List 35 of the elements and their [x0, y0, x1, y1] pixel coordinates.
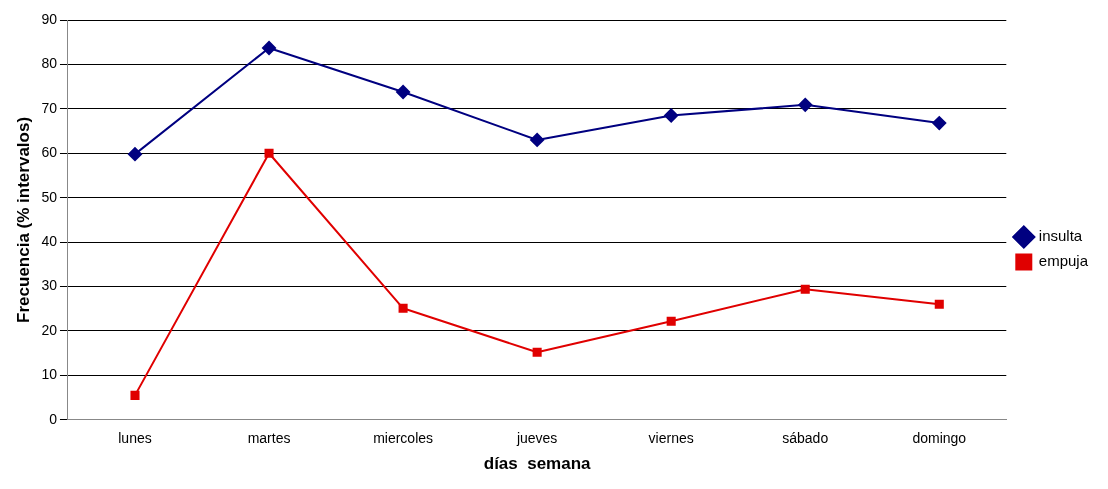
x-tick-label: martes	[247, 430, 291, 447]
x-tick-label: viernes	[648, 430, 694, 447]
y-tick-label: 0	[49, 410, 58, 427]
point	[264, 148, 274, 158]
point	[932, 116, 947, 131]
legend-label: insulta	[1038, 227, 1083, 245]
y-tick-label: 20	[41, 321, 58, 338]
y-tick-label: 40	[41, 232, 58, 249]
x-axis-title: días semana	[483, 454, 592, 474]
point	[396, 84, 411, 99]
point	[398, 303, 408, 313]
point	[798, 97, 813, 112]
y-tick-label: 60	[41, 144, 58, 161]
x-tick-label: domingo	[912, 430, 967, 447]
point	[130, 390, 140, 400]
point	[532, 347, 542, 357]
point	[800, 284, 810, 294]
y-tick-label: 50	[41, 188, 58, 205]
legend-label: empuja	[1038, 252, 1089, 270]
y-axis-title: Frecuencia (% intervalos)	[13, 116, 33, 323]
point	[128, 147, 142, 162]
x-tick-label: miercoles	[373, 430, 434, 447]
y-tick-label: 80	[41, 55, 58, 72]
point	[664, 108, 679, 123]
x-tick-label: sábado	[782, 430, 829, 447]
point	[934, 299, 944, 309]
y-tick-label: 90	[41, 10, 58, 27]
x-tick-label: jueves	[515, 430, 558, 447]
y-tick-label: 10	[41, 366, 58, 383]
y-tick-label: 70	[41, 99, 58, 116]
y-tick-label: 30	[41, 277, 58, 294]
point	[262, 40, 277, 55]
point	[666, 316, 676, 326]
x-tick-label: lunes	[118, 430, 152, 447]
point	[530, 132, 545, 147]
